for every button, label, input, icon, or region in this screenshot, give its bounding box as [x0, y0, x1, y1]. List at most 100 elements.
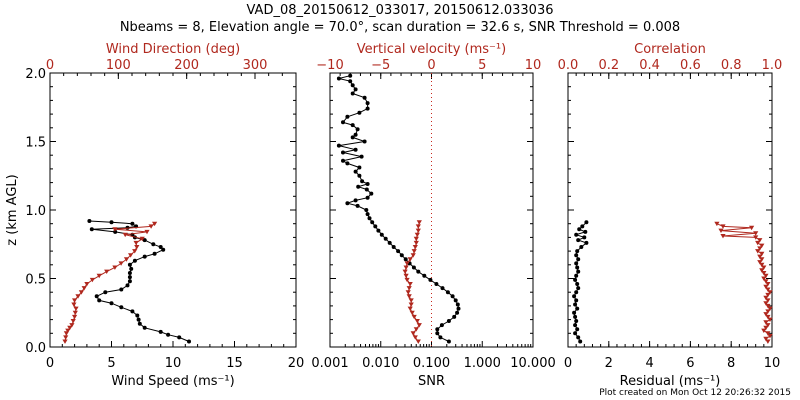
x-tick-label: 0.010 — [362, 356, 399, 371]
data-point — [413, 236, 419, 242]
data-point — [414, 232, 420, 238]
x-tick-label: 4 — [645, 356, 653, 371]
x2-tick-label: −10 — [316, 58, 343, 73]
x-tick-label: 5 — [107, 356, 115, 371]
series-residual — [572, 220, 589, 344]
data-point — [72, 298, 78, 303]
data-point — [410, 253, 416, 258]
data-point — [73, 306, 79, 311]
data-point — [118, 261, 124, 266]
data-point — [767, 317, 773, 322]
data-point — [367, 216, 372, 221]
data-point — [353, 147, 358, 152]
data-point — [765, 298, 771, 303]
data-point — [350, 123, 355, 128]
data-point — [357, 173, 362, 178]
data-point — [130, 221, 135, 226]
data-point — [353, 169, 358, 174]
panel-residual: 0 2 4 6 8 10 0.0 0.2 0.4 0.6 0.8 1.0 Residual (ms⁻¹)… — [558, 42, 783, 389]
data-point — [573, 302, 578, 307]
data-point — [112, 265, 118, 270]
data-point — [455, 302, 460, 307]
data-point — [104, 269, 110, 274]
data-point — [187, 339, 191, 344]
data-point — [399, 253, 404, 258]
x-axis-title: Residual (ms⁻¹) — [620, 374, 721, 389]
data-point — [584, 240, 589, 245]
data-point — [573, 314, 578, 319]
data-point — [345, 161, 350, 166]
y-tick-label: 0.5 — [25, 273, 46, 288]
data-point — [574, 273, 579, 278]
data-point — [408, 302, 414, 307]
x-tick-label: 10 — [165, 356, 182, 371]
data-point — [353, 198, 358, 203]
data-point — [144, 229, 150, 235]
x2-axis-title: Vertical velocity (ms⁻¹) — [357, 42, 506, 57]
data-point — [391, 245, 396, 249]
data-point — [753, 231, 759, 236]
data-point — [152, 251, 157, 256]
x2-axis-title: Correlation — [634, 42, 706, 57]
data-point — [142, 254, 147, 259]
data-point — [576, 269, 581, 274]
data-point — [87, 219, 92, 223]
data-point — [70, 319, 76, 324]
data-point — [415, 339, 421, 344]
data-point — [127, 262, 132, 267]
data-point — [404, 277, 410, 283]
plot-credit: Plot created on Mon Oct 12 20:26:32 2015 — [599, 388, 791, 398]
data-point — [765, 309, 771, 314]
data-point — [456, 306, 461, 311]
x-axis-title: SNR — [418, 374, 445, 389]
data-point — [765, 282, 771, 287]
data-point — [576, 257, 581, 262]
data-point — [341, 158, 345, 163]
data-point — [415, 228, 421, 233]
x-tick-label: 6 — [686, 356, 694, 371]
data-point — [765, 292, 771, 298]
panel-snr: 0.001 0.010 0.100 1.000 10.000 −10 −5 0 5 10 SNR Ve… — [311, 42, 555, 389]
data-point — [574, 253, 579, 258]
data-point — [360, 179, 365, 184]
data-point — [761, 271, 767, 276]
data-point — [582, 235, 587, 240]
data-point — [576, 335, 581, 340]
data-point — [341, 120, 345, 125]
data-point — [365, 106, 370, 111]
data-point — [573, 323, 578, 328]
x-axis-title: Wind Speed (ms⁻¹) — [111, 374, 234, 389]
x2-tick-label: 100 — [106, 58, 131, 73]
panel-frame-residual — [567, 72, 773, 348]
data-point — [336, 76, 341, 81]
data-point — [127, 279, 132, 284]
data-point — [573, 331, 578, 336]
x2-tick-label: 5 — [478, 58, 486, 73]
panel-frame-wind — [49, 72, 297, 348]
data-point — [576, 238, 581, 243]
x-tick-label: 8 — [727, 356, 735, 371]
series-snr — [336, 73, 461, 344]
x2-tick-label: 0.0 — [558, 58, 579, 73]
x2-tick-label: 0 — [46, 58, 54, 73]
data-point — [387, 240, 392, 245]
data-point — [364, 208, 369, 212]
data-point — [759, 262, 765, 268]
data-point — [357, 165, 362, 170]
data-point — [757, 238, 763, 243]
x-tick-label: 1.000 — [464, 356, 501, 371]
data-point — [412, 245, 418, 250]
data-point — [765, 287, 771, 292]
x2-tick-label: −5 — [371, 58, 390, 73]
data-point — [763, 273, 769, 279]
data-point — [161, 247, 166, 252]
data-point — [714, 221, 720, 227]
data-point — [404, 261, 410, 266]
x-tick-label: 0 — [564, 356, 572, 371]
data-point — [757, 246, 763, 251]
data-point — [767, 290, 773, 295]
y-tick-label: 0.0 — [25, 341, 46, 356]
data-point — [445, 290, 450, 295]
